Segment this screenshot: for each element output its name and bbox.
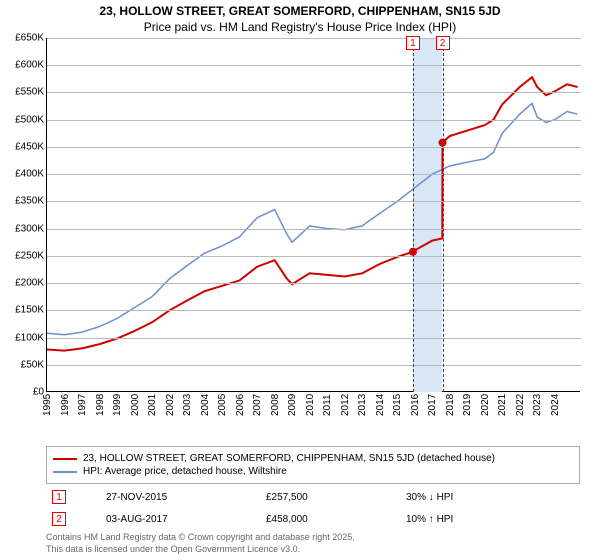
x-tick-label: 2006	[235, 394, 246, 416]
y-tick-label: £650K	[15, 33, 44, 44]
attribution: Contains HM Land Registry data © Crown c…	[46, 532, 580, 555]
legend-label: 23, HOLLOW STREET, GREAT SOMERFORD, CHIP…	[83, 453, 495, 464]
event-date: 27-NOV-2015	[106, 492, 226, 503]
chart-title: 23, HOLLOW STREET, GREAT SOMERFORD, CHIP…	[0, 0, 600, 34]
y-tick-label: £600K	[15, 60, 44, 71]
x-tick-label: 2014	[375, 394, 386, 416]
gridline	[47, 65, 581, 66]
event-table: 1 27-NOV-2015 £257,500 30% ↓ HPI 2 03-AUG-201…	[46, 486, 580, 530]
event-row-badge: 1	[52, 490, 66, 504]
y-tick-label: £550K	[15, 87, 44, 98]
x-tick-label: 1999	[112, 394, 123, 416]
x-tick-label: 2000	[130, 394, 141, 416]
series-hpi	[47, 103, 578, 334]
gridline	[47, 310, 581, 311]
x-tick-label: 2020	[480, 394, 491, 416]
x-tick-label: 1995	[42, 394, 53, 416]
event-price: £257,500	[266, 492, 366, 503]
gridline	[47, 174, 581, 175]
x-tick-label: 2023	[532, 394, 543, 416]
event-line	[443, 38, 444, 392]
x-tick-label: 2002	[165, 394, 176, 416]
x-tick-label: 2024	[550, 394, 561, 416]
gridline	[47, 365, 581, 366]
title-subtitle: Price paid vs. HM Land Registry's House …	[0, 20, 600, 34]
x-tick-label: 2018	[445, 394, 456, 416]
x-tick-label: 2001	[147, 394, 158, 416]
event-row: 2 03-AUG-2017 £458,000 10% ↑ HPI	[46, 508, 580, 530]
x-tick-label: 2019	[462, 394, 473, 416]
event-hpi: 10% ↑ HPI	[406, 514, 574, 525]
x-tick-label: 2003	[182, 394, 193, 416]
x-tick-label: 2016	[410, 394, 421, 416]
legend-row: 23, HOLLOW STREET, GREAT SOMERFORD, CHIP…	[53, 453, 573, 464]
line-series-svg	[47, 38, 581, 392]
gridline	[47, 338, 581, 339]
event-hpi: 30% ↓ HPI	[406, 492, 574, 503]
plot-region: 12	[46, 38, 580, 392]
y-tick-label: £300K	[15, 223, 44, 234]
x-tick-label: 1998	[95, 394, 106, 416]
y-tick-label: £200K	[15, 278, 44, 289]
event-badge: 2	[436, 36, 450, 50]
y-tick-label: £100K	[15, 332, 44, 343]
gridline	[47, 147, 581, 148]
x-tick-label: 2007	[252, 394, 263, 416]
gridline	[47, 92, 581, 93]
x-tick-label: 2008	[270, 394, 281, 416]
gridline	[47, 201, 581, 202]
x-tick-label: 2009	[287, 394, 298, 416]
chart-area: £0£50K£100K£150K£200K£250K£300K£350K£400…	[0, 38, 600, 408]
x-tick-label: 2004	[200, 394, 211, 416]
event-date: 03-AUG-2017	[106, 514, 226, 525]
attribution-line1: Contains HM Land Registry data © Crown c…	[46, 532, 580, 544]
gridline	[47, 229, 581, 230]
y-tick-label: £50K	[21, 359, 44, 370]
y-tick-label: £350K	[15, 196, 44, 207]
y-tick-label: £450K	[15, 141, 44, 152]
attribution-line2: This data is licensed under the Open Gov…	[46, 544, 580, 556]
y-axis: £0£50K£100K£150K£200K£250K£300K£350K£400…	[0, 38, 46, 408]
x-tick-label: 2022	[515, 394, 526, 416]
x-axis: 1995199619971998199920002001200220032004…	[46, 394, 580, 434]
y-tick-label: £250K	[15, 250, 44, 261]
x-tick-label: 2013	[357, 394, 368, 416]
x-tick-label: 2017	[427, 394, 438, 416]
event-price: £458,000	[266, 514, 366, 525]
x-tick-label: 1996	[60, 394, 71, 416]
legend-swatch	[53, 471, 77, 473]
y-tick-label: £400K	[15, 169, 44, 180]
event-line	[413, 38, 414, 392]
event-badge: 1	[406, 36, 420, 50]
gridline	[47, 256, 581, 257]
x-tick-label: 1997	[77, 394, 88, 416]
gridline	[47, 120, 581, 121]
y-tick-label: £500K	[15, 114, 44, 125]
legend-label: HPI: Average price, detached house, Wilt…	[83, 466, 287, 477]
gridline	[47, 283, 581, 284]
x-tick-label: 2011	[322, 394, 333, 416]
x-tick-label: 2021	[497, 394, 508, 416]
gridline	[47, 38, 581, 39]
event-row: 1 27-NOV-2015 £257,500 30% ↓ HPI	[46, 486, 580, 508]
x-tick-label: 2015	[392, 394, 403, 416]
y-tick-label: £150K	[15, 305, 44, 316]
legend-swatch	[53, 458, 77, 460]
legend: 23, HOLLOW STREET, GREAT SOMERFORD, CHIP…	[46, 446, 580, 484]
event-row-badge: 2	[52, 512, 66, 526]
x-tick-label: 2010	[305, 394, 316, 416]
legend-row: HPI: Average price, detached house, Wilt…	[53, 466, 573, 477]
x-tick-label: 2012	[340, 394, 351, 416]
title-address: 23, HOLLOW STREET, GREAT SOMERFORD, CHIP…	[0, 4, 600, 18]
x-tick-label: 2005	[217, 394, 228, 416]
